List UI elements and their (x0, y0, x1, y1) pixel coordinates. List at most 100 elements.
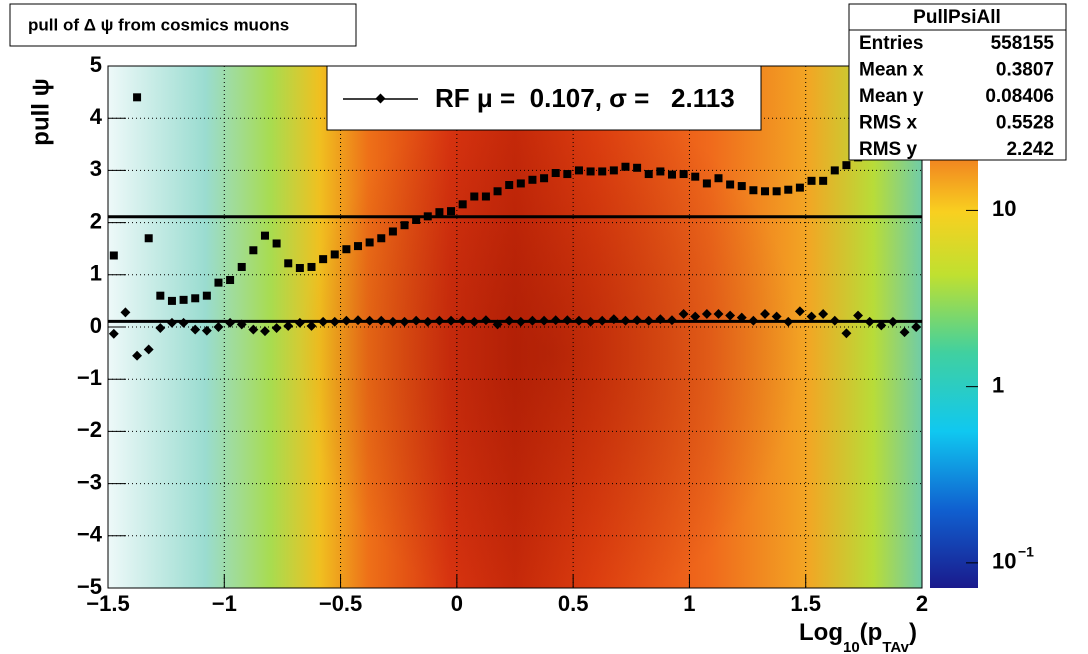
y-tick-label: −5 (77, 574, 102, 599)
x-axis-label-part: TAv (882, 639, 909, 654)
sigma-point (377, 234, 386, 243)
sigma-point (109, 251, 118, 260)
x-tick-label: −1 (212, 591, 237, 616)
sigma-point (586, 167, 595, 176)
z-tick-label: 10 (992, 549, 1016, 574)
sigma-point (784, 185, 793, 194)
mean-point (271, 323, 282, 333)
sigma-point (470, 192, 479, 201)
x-tick-label: −0.5 (319, 591, 362, 616)
sigma-point (493, 187, 502, 196)
sigma-point (179, 295, 188, 304)
mean-point (190, 324, 201, 335)
sigma-point (226, 276, 235, 285)
sigma-point (435, 208, 444, 217)
mean-point (283, 321, 294, 331)
sigma-point (621, 162, 630, 171)
x-axis-label-part: (p (860, 619, 883, 646)
sigma-point (807, 176, 816, 185)
mean-point (701, 309, 712, 319)
mean-point (411, 315, 422, 326)
sigma-point (702, 179, 711, 188)
x-axis-label-part: 10 (843, 639, 860, 654)
sigma-point (423, 212, 432, 221)
stats-key: RMS y (859, 139, 918, 160)
mean-point (178, 317, 189, 328)
mean-point (329, 316, 340, 327)
y-tick-label: −1 (77, 365, 102, 390)
y-tick-label: −3 (77, 469, 102, 494)
mean-point (620, 315, 631, 326)
sigma-point (342, 245, 351, 254)
mean-point (167, 317, 177, 328)
mean-point (213, 322, 224, 332)
sigma-point (819, 176, 828, 185)
mean-point (748, 315, 759, 326)
sigma-point (260, 231, 269, 240)
y-tick-label: 1 (90, 261, 102, 286)
mean-point (899, 327, 910, 338)
title-box (9, 3, 357, 47)
sigma-point (749, 186, 758, 195)
sigma-point (237, 262, 246, 271)
sigma-point (563, 170, 572, 179)
x-tick-label: −1.5 (86, 591, 129, 616)
x-axis-label-part: ) (909, 619, 917, 646)
y-tick-label: −2 (77, 417, 102, 442)
mean-point (597, 315, 608, 326)
mean-point (667, 315, 677, 326)
mean-point (690, 311, 701, 322)
z-tick-label: 1 (992, 372, 1004, 397)
sigma-point (388, 227, 397, 236)
mean-point (318, 316, 329, 327)
sigma-point (795, 183, 804, 192)
mean-point (841, 328, 852, 339)
sigma-point (737, 182, 746, 191)
sigma-point (295, 264, 304, 273)
mean-point (457, 315, 468, 326)
stats-value: 0.08406 (985, 86, 1054, 107)
sigma-point (481, 192, 490, 201)
legend-text: RF μ = 0.107, σ = 2.113 (435, 83, 735, 113)
y-tick-label: 4 (90, 104, 103, 129)
stats-key: RMS x (859, 113, 918, 134)
mean-point (155, 323, 166, 333)
mean-point (143, 344, 154, 355)
mean-point (492, 319, 503, 330)
mean-point (911, 322, 922, 332)
mean-point (341, 315, 352, 326)
x-axis-label: Log10(pTAv) (799, 619, 917, 654)
sigma-point (574, 166, 583, 175)
sigma-point (667, 170, 676, 179)
stats-name: PullPsiAll (913, 7, 1001, 28)
sigma-point (726, 180, 735, 189)
mean-point (201, 325, 212, 336)
sigma-point (272, 239, 281, 248)
stats-value: 0.3807 (996, 60, 1054, 81)
z-tick-exponent: −1 (1018, 544, 1034, 560)
mean-point (632, 315, 643, 326)
mean-point (574, 315, 584, 326)
sigma-point (202, 291, 211, 300)
mean-point (643, 315, 654, 326)
mean-point (353, 315, 363, 326)
x-tick-label: 1.5 (790, 591, 821, 616)
mean-point (294, 317, 305, 328)
mean-point (527, 315, 538, 326)
sigma-point (307, 262, 316, 271)
chart-title: pull of Δ ψ from cosmics muons (28, 15, 289, 34)
x-tick-label: 2 (916, 591, 928, 616)
mean-point (387, 316, 398, 327)
mean-point (225, 317, 236, 328)
sigma-point (505, 181, 514, 190)
mean-point (736, 312, 747, 323)
mean-point (399, 316, 410, 327)
mean-point (783, 316, 794, 327)
sigma-point (214, 278, 223, 287)
mean-point (236, 319, 247, 330)
x-tick-label: 0.5 (558, 591, 589, 616)
sigma-point (319, 255, 328, 264)
mean-point (306, 321, 317, 331)
mean-point (434, 315, 445, 326)
